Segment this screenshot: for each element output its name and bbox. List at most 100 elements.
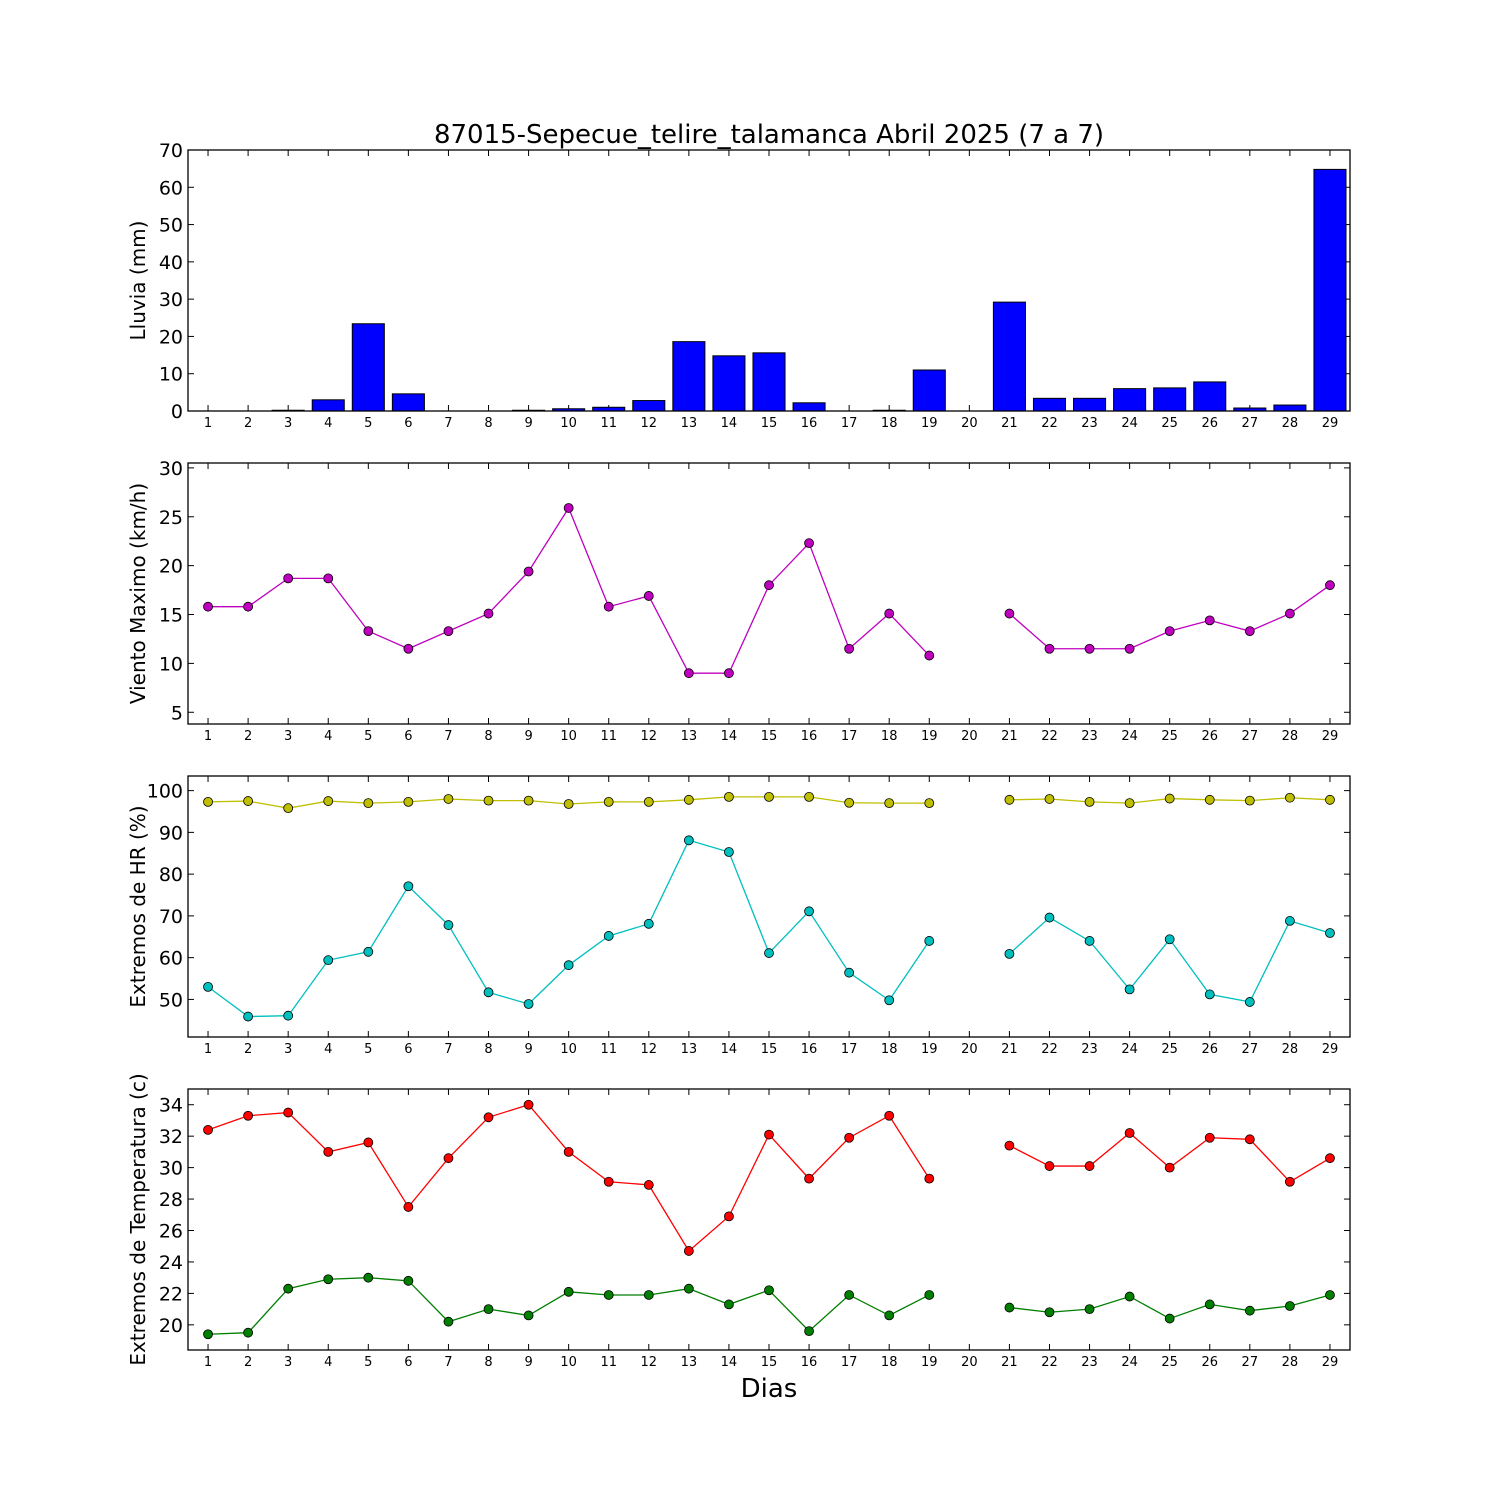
data-point — [764, 580, 774, 591]
data-point — [603, 931, 614, 941]
x-tick-label: 25 — [1161, 729, 1178, 744]
data-point — [483, 795, 494, 806]
x-tick-label: 10 — [560, 729, 577, 744]
x-tick-label: 21 — [1001, 1355, 1018, 1370]
data-point — [1284, 792, 1295, 803]
bar — [672, 341, 706, 412]
x-tick-label: 6 — [404, 1042, 412, 1057]
data-point — [804, 1326, 814, 1337]
x-tick-label: 3 — [284, 416, 292, 431]
data-point — [884, 995, 895, 1006]
data-point — [403, 1202, 414, 1212]
y-tick-label: 60 — [159, 177, 183, 199]
x-tick-label: 24 — [1121, 1042, 1138, 1057]
bar — [351, 323, 385, 412]
y-axis-label: Lluvia (mm) — [126, 221, 150, 341]
data-point — [443, 794, 454, 804]
data-point — [764, 1129, 774, 1140]
x-tick-label: 25 — [1161, 1355, 1178, 1370]
bar — [1273, 404, 1307, 412]
data-point — [1284, 1176, 1295, 1187]
panel-temperatura: Extremos de Temperatura (c) 2022242628303… — [126, 1073, 1351, 1370]
x-tick-label: 21 — [1001, 416, 1018, 431]
x-tick-label: 21 — [1001, 729, 1018, 744]
x-tick-label: 18 — [881, 1042, 898, 1057]
data-point — [443, 920, 454, 930]
x-tick-label: 15 — [761, 1355, 778, 1370]
y-tick-label: 50 — [159, 215, 183, 237]
x-tick-label: 21 — [1001, 1042, 1018, 1057]
y-tick-label: 30 — [159, 458, 183, 480]
x-tick-label: 7 — [444, 1355, 452, 1370]
data-point — [203, 796, 213, 807]
x-tick-label: 26 — [1201, 416, 1218, 431]
data-point — [323, 1274, 334, 1285]
data-point — [643, 1180, 654, 1190]
data-point — [1244, 1305, 1255, 1316]
x-tick-label: 8 — [484, 416, 492, 431]
data-point — [884, 1110, 895, 1121]
x-tick-label: 24 — [1121, 729, 1138, 744]
data-point — [1284, 608, 1295, 619]
x-tick-label: 1 — [204, 416, 212, 431]
x-tick-label: 4 — [324, 416, 332, 431]
x-tick-label: 15 — [761, 416, 778, 431]
x-tick-label: 22 — [1041, 729, 1058, 744]
bar — [752, 352, 786, 412]
data-point — [1244, 626, 1255, 637]
x-tick-label: 29 — [1322, 1042, 1339, 1057]
data-point — [764, 791, 774, 802]
data-point — [1044, 1307, 1055, 1318]
data-point — [243, 1011, 254, 1022]
x-tick-label: 20 — [961, 1355, 978, 1370]
data-point — [563, 1146, 574, 1157]
x-tick-label: 26 — [1201, 1355, 1218, 1370]
x-tick-label: 28 — [1282, 1042, 1299, 1057]
x-tick-label: 13 — [681, 416, 698, 431]
data-point — [403, 881, 414, 892]
data-point — [804, 906, 814, 917]
data-point — [1084, 796, 1095, 807]
data-point — [483, 1304, 494, 1315]
data-point — [203, 601, 213, 612]
data-point — [643, 591, 654, 601]
data-point — [643, 918, 654, 929]
data-point — [483, 1112, 494, 1123]
y-axis-label: Viento Maximo (km/h) — [126, 483, 150, 704]
series-line — [1008, 584, 1331, 650]
data-point — [523, 795, 534, 806]
data-point — [924, 650, 935, 661]
data-point — [1325, 580, 1335, 591]
data-point — [1325, 928, 1335, 938]
data-point — [884, 1310, 895, 1321]
data-point — [1325, 1290, 1335, 1300]
x-tick-label: 11 — [600, 1355, 617, 1370]
bar — [391, 393, 425, 412]
data-point — [1244, 997, 1255, 1007]
x-tick-label: 9 — [524, 1355, 532, 1370]
data-point — [203, 1329, 213, 1340]
data-point — [1204, 989, 1215, 1000]
data-point — [1244, 795, 1255, 806]
x-tick-label: 14 — [721, 1355, 738, 1370]
data-point — [243, 601, 254, 612]
y-tick-label: 20 — [159, 556, 183, 578]
x-tick-label: 28 — [1282, 729, 1299, 744]
x-tick-label: 22 — [1041, 416, 1058, 431]
x-tick-label: 24 — [1121, 416, 1138, 431]
data-point — [1084, 1161, 1095, 1171]
data-point — [283, 803, 294, 814]
bar — [992, 301, 1026, 412]
x-tick-label: 19 — [921, 1042, 938, 1057]
y-tick-label: 30 — [159, 289, 183, 311]
data-point — [1044, 912, 1055, 923]
y-tick-label: 34 — [159, 1095, 183, 1117]
data-point — [323, 573, 334, 584]
data-point — [643, 1290, 654, 1300]
x-tick-label: 22 — [1041, 1355, 1058, 1370]
y-tick-label: 15 — [159, 605, 183, 627]
x-tick-label: 28 — [1282, 1355, 1299, 1370]
